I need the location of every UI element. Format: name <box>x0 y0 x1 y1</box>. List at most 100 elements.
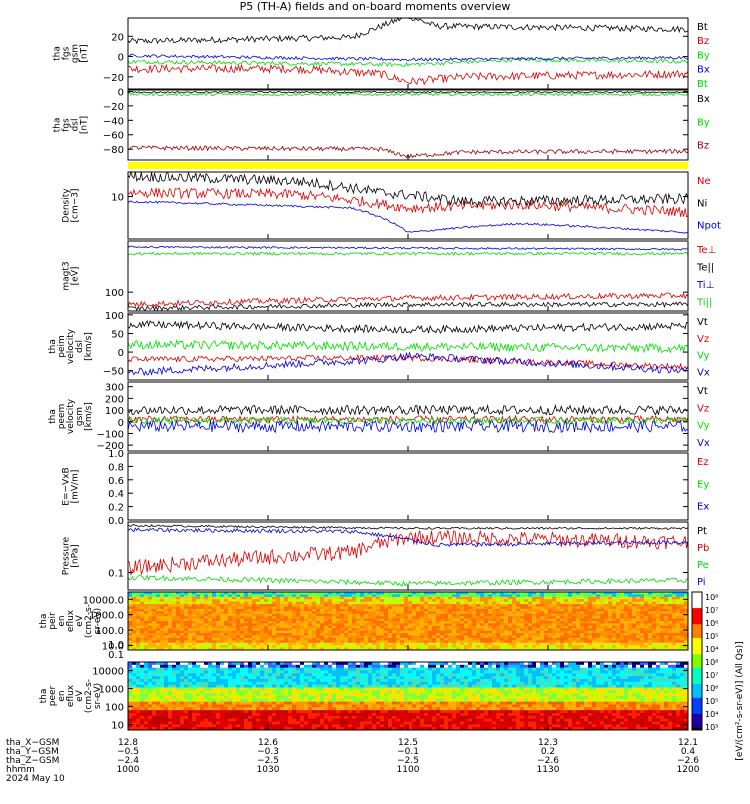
legend-label: Pt <box>697 526 707 537</box>
series-line-Pi <box>128 528 688 547</box>
y-tick-label: 200 <box>105 394 124 405</box>
spectrogram-cell <box>532 665 537 668</box>
spectrogram-cell <box>140 665 145 668</box>
legend-label: By <box>697 117 710 128</box>
spectrogram-cell <box>388 665 393 668</box>
spectrogram-cell <box>644 682 649 685</box>
spectrogram-cell <box>608 665 613 668</box>
series-line-Bt <box>128 18 688 43</box>
legend-label: Ni <box>697 198 707 209</box>
spectrogram-cell <box>236 673 241 676</box>
spectrogram-cell <box>640 682 645 685</box>
spectrogram-cell <box>188 682 193 685</box>
spectrogram-cell <box>212 665 217 668</box>
spectrogram-cell <box>300 682 305 685</box>
spectrogram-cell <box>512 682 517 685</box>
spectrogram-cell <box>148 682 153 685</box>
spectrogram-cell <box>492 665 497 668</box>
spectrogram-cell <box>604 665 609 668</box>
spectrogram-cell <box>156 665 161 668</box>
spectrogram-cell <box>180 673 185 676</box>
spectrogram-cell <box>384 682 389 685</box>
spectrogram-cell <box>520 682 525 685</box>
spectrogram-cell <box>528 682 533 685</box>
y-tick-label: 100 <box>105 288 124 299</box>
spectrogram-cell <box>452 673 457 676</box>
spectrogram-cell <box>144 682 149 685</box>
legend-label: Npot <box>697 221 721 232</box>
spectrogram-cell <box>624 665 629 668</box>
spectrogram-cell <box>468 665 473 668</box>
spectrogram-cell <box>248 673 253 676</box>
spectrogram-cell <box>272 682 277 685</box>
spectrogram-cell <box>472 665 477 668</box>
spectrogram-cell <box>252 682 257 685</box>
spectrogram-cell <box>672 673 677 676</box>
spectrogram-cell <box>296 682 301 685</box>
spectrogram-cell <box>224 673 229 676</box>
spectrogram-cell <box>192 682 197 685</box>
spectrogram-cell <box>304 673 309 676</box>
spectrogram-cell <box>380 673 385 676</box>
spectrogram-cell <box>664 665 669 668</box>
spectrogram-cell <box>528 665 533 668</box>
spectrogram-cell <box>544 682 549 685</box>
spectrogram-cell <box>664 682 669 685</box>
spectrogram-cell <box>184 682 189 685</box>
y-axis-label: [eV] <box>71 267 81 286</box>
spectrogram-cell <box>180 682 185 685</box>
spectrogram-cell <box>636 682 641 685</box>
spectrogram-cell <box>556 673 561 676</box>
spectrogram-cell <box>476 673 481 676</box>
spectrogram-cell <box>132 673 137 676</box>
spectrogram-cell <box>564 665 569 668</box>
spectrogram-cell <box>208 665 213 668</box>
spectrogram-cell <box>644 665 649 668</box>
y-tick-label: 0.1 <box>108 568 124 579</box>
spectrogram-cell <box>260 665 265 668</box>
spectrogram-cell <box>292 682 297 685</box>
spectrogram-cell <box>420 682 425 685</box>
spectrogram-cell <box>204 665 209 668</box>
spectrogram-cell <box>600 665 605 668</box>
spectrogram-cell <box>168 673 173 676</box>
spectrogram-cell <box>228 665 233 668</box>
spectrogram-cell <box>200 665 205 668</box>
spectrogram-cell <box>292 665 297 668</box>
spectrogram-cell <box>260 682 265 685</box>
spectrogram-cell <box>512 665 517 668</box>
spectrogram-cell <box>680 673 685 676</box>
spectrogram-cell <box>392 682 397 685</box>
spectrogram-cell <box>496 665 501 668</box>
spectrogram-cell <box>340 673 345 676</box>
spectrogram-cell <box>356 673 361 676</box>
spectrogram-cell <box>236 682 241 685</box>
spectrogram-cell <box>528 673 533 676</box>
spectrogram-cell <box>348 665 353 668</box>
legend-label: Bt <box>697 79 708 90</box>
spectrogram-cell <box>220 665 225 668</box>
spectrogram-cell <box>348 682 353 685</box>
spectrogram-cell <box>312 682 317 685</box>
y-axis-label: [nT] <box>80 44 90 62</box>
y-tick-label: 0 <box>118 418 124 429</box>
spectrogram-cell <box>592 665 597 668</box>
spectrogram-cell <box>392 665 397 668</box>
spectrogram-cell <box>312 673 317 676</box>
spectrogram-cell <box>668 682 673 685</box>
spectrogram-cell <box>324 673 329 676</box>
spectrogram-cell <box>380 682 385 685</box>
spectrogram-cell <box>244 673 249 676</box>
spectrogram-cell <box>136 682 141 685</box>
legend-label: Bz <box>697 36 709 47</box>
spectrogram-cell <box>488 665 493 668</box>
spectrogram-cell <box>224 682 229 685</box>
spectrogram-cell <box>192 673 197 676</box>
spectrogram-cell <box>620 673 625 676</box>
y-tick-label: 0.2 <box>108 503 124 514</box>
spectrogram-cell <box>444 673 449 676</box>
spectrogram-cell <box>408 673 413 676</box>
spectrogram-cell <box>204 673 209 676</box>
legend-label: Bx <box>697 94 710 105</box>
spectrogram-cell <box>616 682 621 685</box>
